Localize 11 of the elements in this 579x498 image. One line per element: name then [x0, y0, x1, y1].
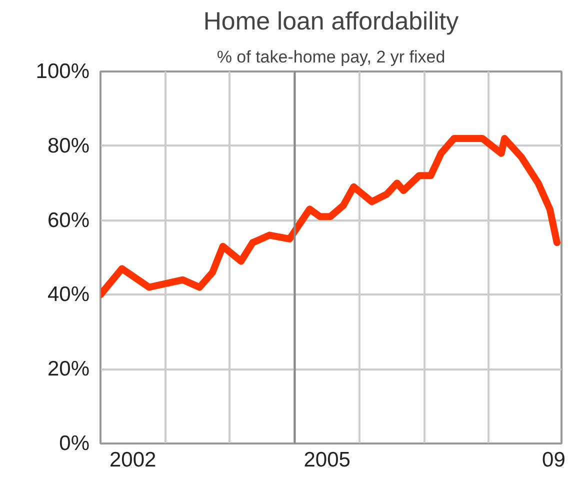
- y-tick-label: 100%: [36, 60, 90, 83]
- chart-title: Home loan affordability: [203, 8, 460, 36]
- y-tick-label: 0%: [59, 432, 90, 455]
- y-tick-label: 40%: [47, 283, 90, 306]
- chart-subtitle: % of take-home pay, 2 yr fixed: [216, 48, 446, 66]
- y-tick-label: 20%: [47, 358, 90, 381]
- x-tick-label: 2005: [304, 448, 350, 472]
- x-tick-label: 2002: [110, 448, 156, 472]
- y-tick-label: 80%: [47, 134, 90, 158]
- x-tick-label: 09: [542, 448, 566, 472]
- y-tick-label: 60%: [47, 208, 90, 232]
